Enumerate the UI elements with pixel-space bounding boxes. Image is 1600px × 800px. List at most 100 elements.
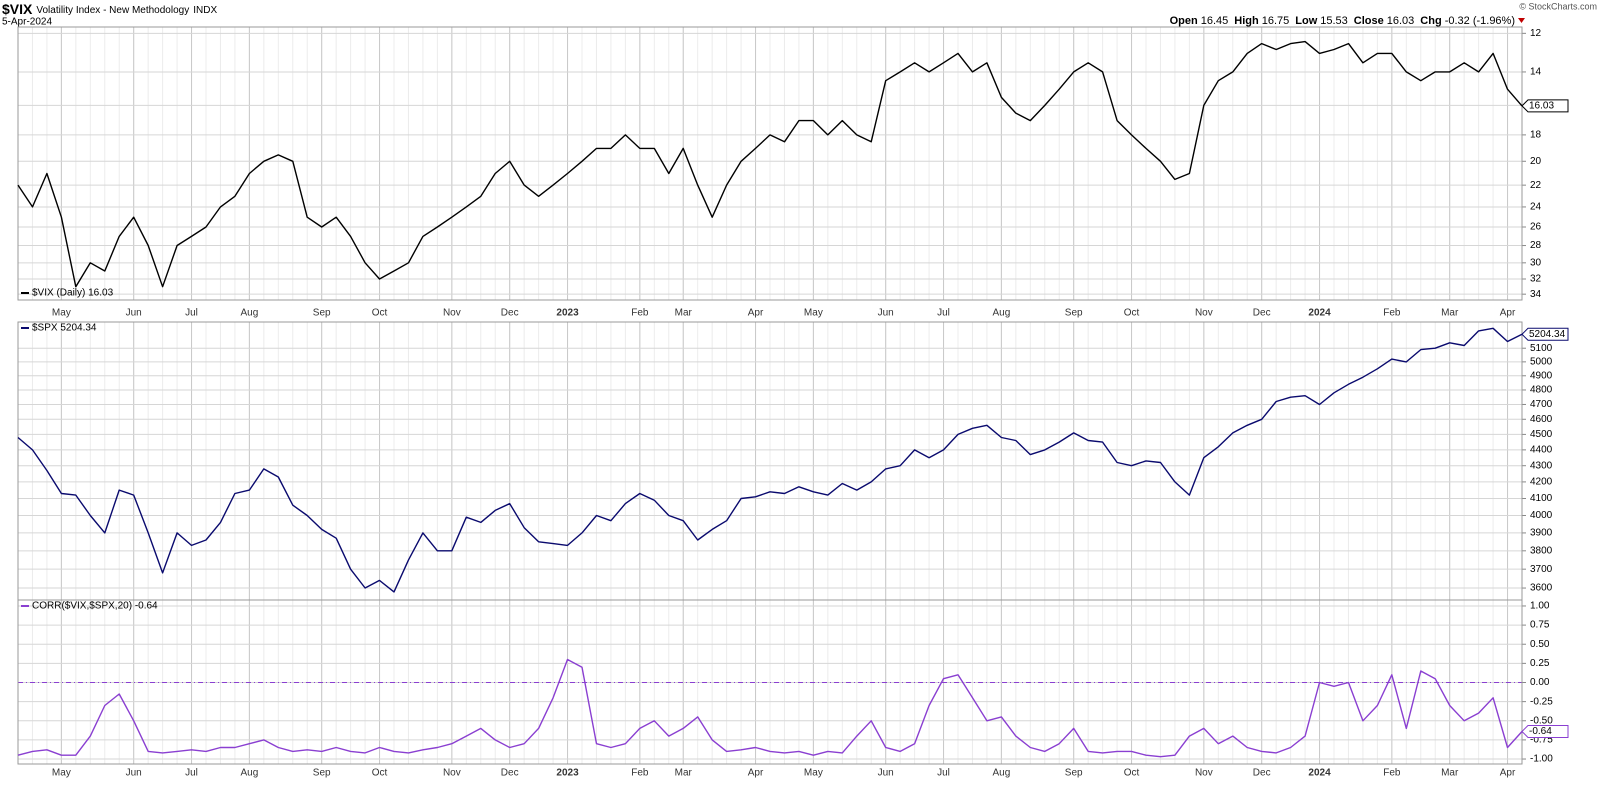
y-tick-label: 0.50 bbox=[1530, 639, 1550, 650]
x-tick-label: May bbox=[52, 768, 71, 779]
y-tick-label: -0.75 bbox=[1530, 735, 1553, 746]
quote-label: High bbox=[1234, 15, 1259, 27]
quote-value: 16.03 bbox=[1387, 15, 1415, 27]
y-tick-label: 28 bbox=[1530, 240, 1542, 251]
x-tick-label: Dec bbox=[1253, 308, 1271, 319]
x-tick-label: Dec bbox=[501, 768, 519, 779]
y-tick-label: 26 bbox=[1530, 222, 1542, 233]
quote: Open 16.45 High 16.75 Low 15.53 Close 16.03 Chg -… bbox=[1170, 15, 1515, 27]
x-tick-label: 2024 bbox=[1308, 768, 1331, 779]
y-tick-label: 24 bbox=[1530, 202, 1542, 213]
legend-label: CORR($VIX,$SPX,20) -0.64 bbox=[32, 601, 158, 612]
last-value-label: 5204.34 bbox=[1529, 329, 1566, 340]
x-tick-label: Aug bbox=[240, 308, 258, 319]
y-tick-label: 4000 bbox=[1530, 510, 1553, 521]
x-tick-label: May bbox=[52, 308, 71, 319]
x-tick-label: Apr bbox=[1500, 768, 1516, 779]
x-tick-label: Jun bbox=[126, 768, 142, 779]
legend-label: $SPX 5204.34 bbox=[32, 323, 97, 334]
quote-label: Chg bbox=[1420, 15, 1441, 27]
y-tick-label: 32 bbox=[1530, 274, 1542, 285]
y-tick-label: 4700 bbox=[1530, 399, 1553, 410]
x-tick-label: Feb bbox=[631, 768, 649, 779]
series-line bbox=[17, 658, 1523, 758]
x-tick-label: Sep bbox=[1065, 768, 1083, 779]
x-tick-label: Aug bbox=[240, 768, 258, 779]
quote-label: Open bbox=[1170, 15, 1198, 27]
x-tick-label: Jul bbox=[185, 308, 198, 319]
x-tick-label: Sep bbox=[313, 308, 331, 319]
down-arrow bbox=[1518, 18, 1525, 23]
y-tick-label: 4400 bbox=[1530, 445, 1553, 456]
quote-value: -0.32 (-1.96%) bbox=[1445, 15, 1515, 27]
x-tick-label: Jul bbox=[185, 768, 198, 779]
x-tick-label: Aug bbox=[992, 308, 1010, 319]
x-tick-label: May bbox=[804, 768, 823, 779]
x-tick-label: Jul bbox=[937, 768, 950, 779]
last-value-tag bbox=[1521, 724, 1569, 738]
quote-value: 16.75 bbox=[1262, 15, 1290, 27]
y-tick-label: 3600 bbox=[1530, 583, 1553, 594]
last-value-tag bbox=[1521, 327, 1569, 341]
y-tick-label: 4500 bbox=[1530, 429, 1553, 440]
y-tick-label: -0.25 bbox=[1530, 696, 1553, 707]
x-tick-label: Feb bbox=[1383, 308, 1401, 319]
x-tick-label: Mar bbox=[675, 768, 693, 779]
quote-label: Low bbox=[1295, 15, 1317, 27]
series-line bbox=[17, 40, 1523, 288]
y-tick-label: 0.25 bbox=[1530, 658, 1550, 669]
y-tick-label: 12 bbox=[1530, 28, 1542, 39]
y-tick-label: 5000 bbox=[1530, 356, 1553, 367]
x-tick-label: Nov bbox=[1195, 768, 1213, 779]
y-tick-label: 20 bbox=[1530, 156, 1542, 167]
y-tick-label: 22 bbox=[1530, 180, 1542, 191]
y-tick-label: 4900 bbox=[1530, 370, 1553, 381]
x-tick-label: Mar bbox=[675, 308, 693, 319]
x-tick-label: Jun bbox=[878, 768, 894, 779]
panel-frame bbox=[17, 26, 1523, 301]
symbol-name: Volatility Index - New Methodology bbox=[36, 5, 189, 16]
x-tick-label: 2023 bbox=[556, 308, 579, 319]
y-tick-label: 3900 bbox=[1530, 528, 1553, 539]
y-tick-label: 4100 bbox=[1530, 493, 1553, 504]
x-tick-label: Mar bbox=[1441, 308, 1459, 319]
x-tick-label: Oct bbox=[1124, 308, 1140, 319]
x-tick-label: Nov bbox=[1195, 308, 1213, 319]
y-tick-label: 14 bbox=[1530, 67, 1542, 78]
y-tick-label: 3800 bbox=[1530, 545, 1553, 556]
exchange: INDX bbox=[193, 5, 217, 16]
x-tick-label: Apr bbox=[1500, 308, 1516, 319]
y-tick-label: 4600 bbox=[1530, 414, 1553, 425]
x-tick-label: Dec bbox=[501, 308, 519, 319]
x-tick-label: Nov bbox=[443, 768, 461, 779]
x-tick-label: Jun bbox=[126, 308, 142, 319]
date: 5-Apr-2024 bbox=[2, 17, 52, 28]
last-value-tag bbox=[1521, 99, 1569, 113]
y-tick-label: 18 bbox=[1530, 130, 1542, 141]
x-tick-label: Oct bbox=[372, 308, 388, 319]
x-tick-label: Feb bbox=[631, 308, 649, 319]
header-title: $VIX Volatility Index - New Methodology IN… bbox=[2, 1, 217, 17]
x-tick-label: Mar bbox=[1441, 768, 1459, 779]
x-tick-label: 2023 bbox=[556, 768, 579, 779]
y-tick-label: 4200 bbox=[1530, 477, 1553, 488]
x-tick-label: Nov bbox=[443, 308, 461, 319]
y-tick-label: 4800 bbox=[1530, 385, 1553, 396]
x-tick-label: 2024 bbox=[1308, 308, 1331, 319]
series-line bbox=[17, 327, 1523, 593]
x-tick-label: Oct bbox=[1124, 768, 1140, 779]
y-tick-label: 30 bbox=[1530, 257, 1542, 268]
x-tick-label: Jun bbox=[878, 308, 894, 319]
x-tick-label: Sep bbox=[313, 768, 331, 779]
y-tick-label: 3700 bbox=[1530, 564, 1553, 575]
x-tick-label: Aug bbox=[992, 768, 1010, 779]
header: $VIX Volatility Index - New Methodology IN… bbox=[2, 1, 1597, 28]
x-tick-label: May bbox=[804, 308, 823, 319]
x-tick-label: Dec bbox=[1253, 768, 1271, 779]
x-tick-label: Sep bbox=[1065, 308, 1083, 319]
panel-frame bbox=[17, 599, 1523, 765]
x-tick-label: Oct bbox=[372, 768, 388, 779]
quote-value: 15.53 bbox=[1320, 15, 1348, 27]
